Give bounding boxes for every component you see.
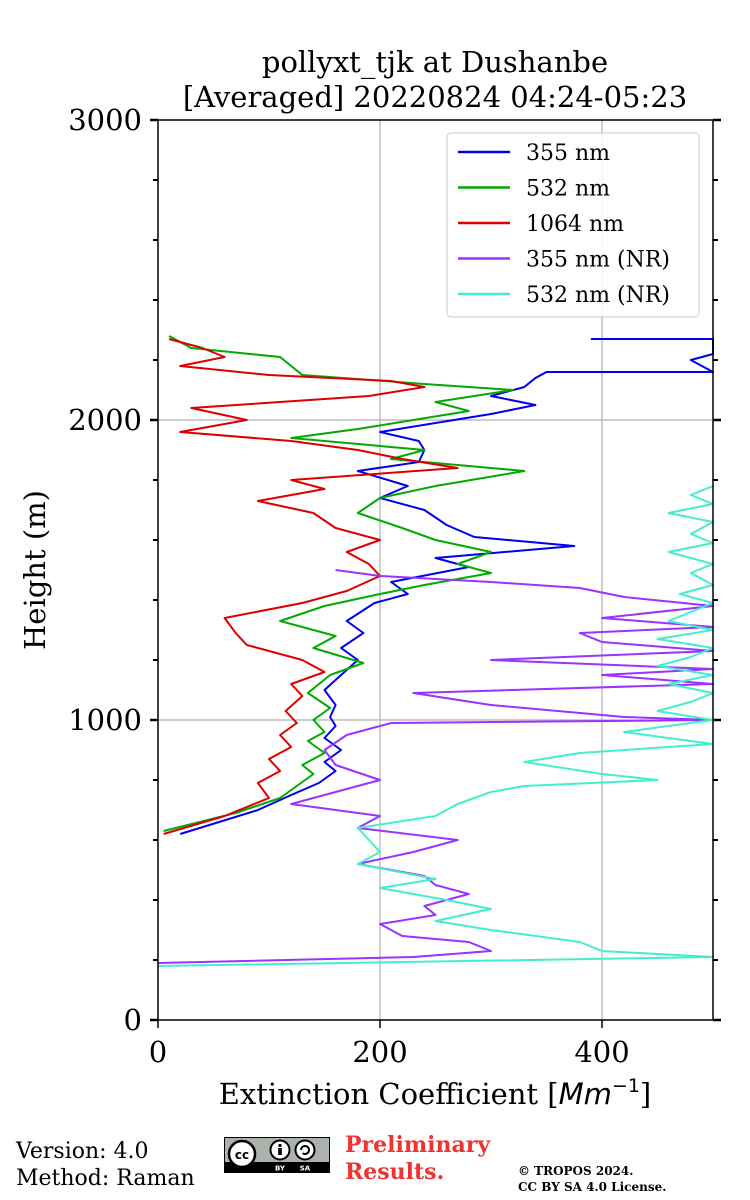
version-label: Version: 4.0	[16, 1139, 149, 1164]
x-tick-label: 400	[574, 1035, 629, 1069]
preliminary-notice-line2: Results.	[345, 1159, 445, 1185]
y-tick-label: 2000	[68, 403, 142, 437]
legend: 355 nm 532 nm 1064 nm 355 nm (NR) 532 nm (NR…	[446, 132, 700, 318]
y-tick-label: 0	[124, 1003, 142, 1037]
preliminary-notice-line1: Preliminary	[345, 1132, 491, 1158]
series-line	[179, 338, 714, 835]
series-line	[157, 485, 714, 967]
x-tick-label: 0	[149, 1035, 167, 1069]
series-group	[157, 335, 714, 967]
legend-label: 532 nm	[526, 177, 610, 202]
svg-text:cc: cc	[235, 1148, 249, 1162]
legend-frame	[446, 132, 700, 318]
chart-title-line2: [Averaged] 20220824 04:24-05:23	[183, 80, 687, 114]
y-axis-label: Height (m)	[18, 490, 52, 650]
chart-title-line1: pollyxt_tjk at Dushanbe	[262, 45, 608, 80]
series-line	[163, 335, 526, 832]
method-label: Method: Raman	[16, 1166, 195, 1191]
series-line	[157, 569, 714, 964]
cc-by-sa-badge-icon: cc BY SA	[224, 1137, 330, 1173]
legend-label: 355 nm	[526, 141, 610, 166]
y-tick-label: 3000	[68, 103, 142, 137]
copyright-line1: © TROPOS 2024.	[518, 1164, 634, 1178]
axis-tick-labels: 0 200 400 0 1000 2000 3000	[68, 103, 629, 1069]
x-tick-label: 200	[352, 1035, 407, 1069]
plot-frame	[157, 119, 714, 1021]
x-axis-label: Extinction Coefficient [Mm−1]	[219, 1075, 652, 1111]
legend-label: 355 nm (NR)	[526, 248, 670, 273]
series-line	[163, 338, 459, 835]
y-tick-label: 1000	[68, 703, 142, 737]
legend-label: 532 nm (NR)	[526, 283, 670, 308]
axis-ticks	[150, 118, 721, 1028]
legend-label: 1064 nm	[526, 212, 624, 237]
copyright-line2: CC BY SA 4.0 License.	[518, 1180, 667, 1194]
svg-text:SA: SA	[300, 1165, 311, 1173]
svg-text:BY: BY	[275, 1165, 286, 1173]
